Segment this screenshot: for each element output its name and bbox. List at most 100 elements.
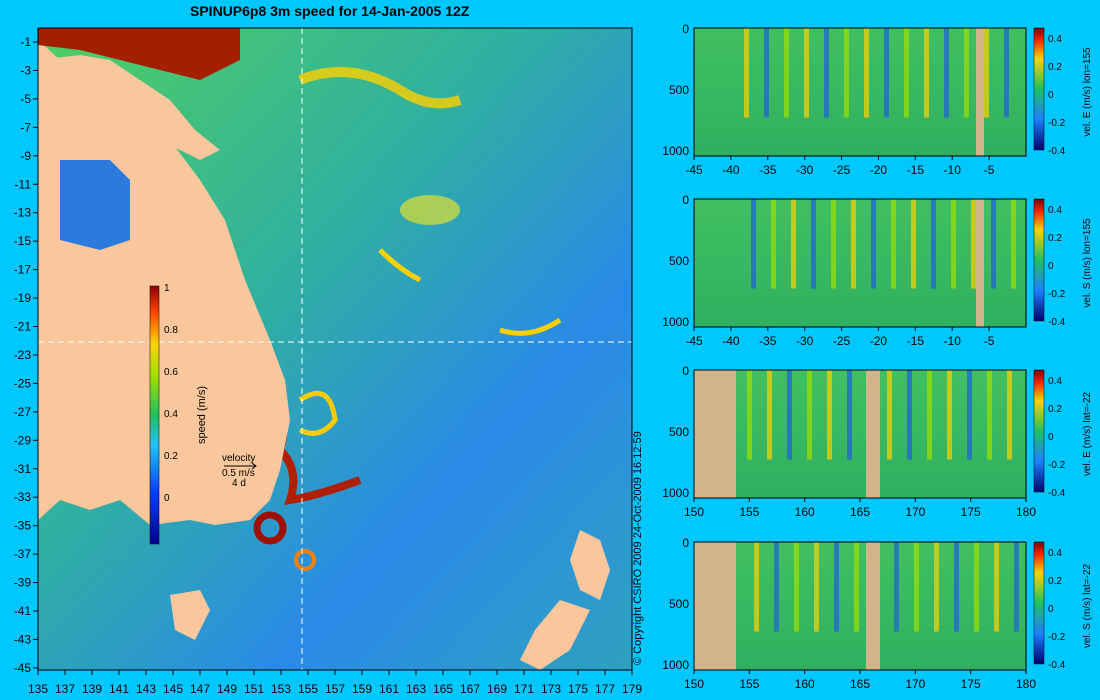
- speed-colorbar-bar: [149, 285, 160, 545]
- section-panel-3: 0 500 1000 150 155 160 165 170 175 180 0.4 0.2 0 -0.2…: [662, 364, 1093, 519]
- map-x-tick-label: 149: [217, 682, 237, 696]
- section-field: [694, 28, 1026, 156]
- section-y-tick-label: 0: [682, 193, 689, 207]
- section-x-tick-label: -45: [685, 334, 703, 348]
- map-y-tick-label: -11: [15, 177, 32, 191]
- section-x-tick-label: 160: [795, 677, 815, 691]
- section-y-tick-label: 500: [669, 425, 689, 439]
- map-y-tick-label: -43: [14, 632, 32, 646]
- map-y-tick-label: -17: [14, 263, 32, 277]
- section-colorbar-tick-label: -0.4: [1048, 317, 1066, 328]
- map-x-tick-label: 167: [460, 682, 480, 696]
- velocity-stripe: [787, 370, 792, 460]
- velocity-stripe: [774, 542, 779, 632]
- map-x-tick-label: 175: [568, 682, 588, 696]
- section-y-tick-label: 1000: [662, 658, 689, 672]
- section-x-tick-label: 170: [905, 505, 925, 519]
- section-colorbar-tick-label: 0: [1048, 261, 1054, 272]
- velocity-legend-scale: 0.5 m/s: [222, 468, 255, 479]
- section-colorbar-tick-label: 0.2: [1048, 62, 1062, 73]
- map-x-tick-label: 165: [433, 682, 453, 696]
- velocity-stripe: [794, 542, 799, 632]
- velocity-stripe: [834, 542, 839, 632]
- section-x-tick-label: 150: [684, 677, 704, 691]
- speed-colorbar-ticks: 1 0.8 0.6 0.4 0.2 0: [164, 283, 178, 504]
- speed-colorbar-tick-label: 0.4: [164, 409, 178, 420]
- map-x-tick-label: 137: [55, 682, 75, 696]
- section-x-tick-label: -20: [870, 334, 888, 348]
- map-y-tick-label: -23: [14, 348, 32, 362]
- velocity-stripe: [767, 370, 772, 460]
- section-colorbar-tick-label: -0.4: [1048, 146, 1066, 157]
- velocity-stripe: [854, 542, 859, 632]
- velocity-stripe: [894, 542, 899, 632]
- section-colorbar-tick-label: 0.2: [1048, 233, 1062, 244]
- velocity-stripe: [804, 28, 809, 118]
- section-colorbar-tick-label: -0.2: [1048, 632, 1066, 643]
- velocity-stripe: [784, 28, 789, 118]
- section-x-tick-label: 175: [961, 505, 981, 519]
- section-land: [866, 370, 880, 498]
- section-colorbar-tick-label: 0.4: [1048, 34, 1062, 45]
- speed-colorbar-tick-label: 0.2: [164, 451, 178, 462]
- velocity-stripe: [931, 199, 936, 289]
- section-colorbar-tick-label: 0.4: [1048, 548, 1062, 559]
- velocity-stripe: [744, 28, 749, 118]
- map-x-tick-label: 135: [28, 682, 48, 696]
- section-y-tick-label: 500: [669, 254, 689, 268]
- speed-colorbar-tick-label: 1: [164, 283, 170, 294]
- map-y-tick-label: -5: [20, 92, 31, 106]
- velocity-stripe: [944, 28, 949, 118]
- warm-eddy: [253, 511, 287, 545]
- section-y-tick-label: 1000: [662, 486, 689, 500]
- map-x-tick-label: 141: [109, 682, 129, 696]
- section-land: [866, 542, 880, 670]
- section-x-tick-label: 165: [850, 677, 870, 691]
- velocity-stripe: [934, 542, 939, 632]
- velocity-stripe: [1004, 28, 1009, 118]
- map-x-tick-label: 177: [595, 682, 615, 696]
- warm-pool: [38, 28, 240, 80]
- map-x-tick-label: 169: [487, 682, 507, 696]
- section-colorbar-label: vel. S (m/s) lon=155: [1082, 218, 1093, 308]
- section-y-tick-label: 500: [669, 83, 689, 97]
- speed-colorbar-tick-label: 0: [164, 493, 170, 504]
- map-y-tick-label: -1: [20, 35, 31, 49]
- section-colorbar-label: vel. S (m/s) lat=-22: [1082, 563, 1093, 648]
- section-x-tick-label: -5: [984, 334, 995, 348]
- page-title: SPINUP6p8 3m speed for 14-Jan-2005 12Z: [190, 3, 470, 19]
- section-field: [694, 542, 1026, 670]
- velocity-stripe: [751, 199, 756, 289]
- section-colorbar-tick-label: -0.2: [1048, 118, 1066, 129]
- section-x-tick-label: 175: [961, 677, 981, 691]
- section-colorbar-tick-label: -0.4: [1048, 488, 1066, 499]
- velocity-stripe: [891, 199, 896, 289]
- map-y-tick-label: -25: [14, 376, 32, 390]
- velocity-stripe: [907, 370, 912, 460]
- velocity-stripe: [847, 370, 852, 460]
- map-y-tick-label: -41: [14, 604, 32, 618]
- velocity-stripe: [924, 28, 929, 118]
- section-x-tick-label: 180: [1016, 505, 1036, 519]
- section-colorbar-bar: [1033, 541, 1045, 665]
- section-y-tick-label: 0: [682, 536, 689, 550]
- new-guinea-land: [38, 55, 220, 160]
- section-land: [694, 370, 736, 498]
- velocity-legend: velocity 0.5 m/s 4 d: [222, 453, 257, 489]
- section-panels: 0 500 1000 -45 -40 -35 -30 -25 -20 -15 -10 -5 0.4 0.2…: [662, 22, 1093, 691]
- map-y-tick-label: -45: [14, 661, 32, 675]
- speed-map: 135 137 139 141 143 145 147 149 151 153 155 157 159 1…: [14, 27, 642, 696]
- eddy-streak: [378, 248, 422, 283]
- section-x-tick-label: -40: [722, 334, 740, 348]
- section-colorbar-tick-label: -0.2: [1048, 289, 1066, 300]
- velocity-stripe: [967, 370, 972, 460]
- map-x-tick-label: 171: [514, 682, 534, 696]
- map-y-tick-label: -3: [20, 63, 31, 77]
- section-panel-2: 0 500 1000 -45 -40 -35 -30 -25 -20 -15 -10 -5 0.4 0.2…: [662, 193, 1093, 348]
- section-panel-1: 0 500 1000 -45 -40 -35 -30 -25 -20 -15 -10 -5 0.4 0.2…: [662, 22, 1093, 177]
- velocity-stripe: [911, 199, 916, 289]
- map-y-tick-label: -37: [14, 547, 32, 561]
- velocity-stripe: [951, 199, 956, 289]
- copyright-text: © Copyright CSIRO 2009 24-Oct-2009 16:12…: [632, 431, 644, 665]
- velocity-stripe: [827, 370, 832, 460]
